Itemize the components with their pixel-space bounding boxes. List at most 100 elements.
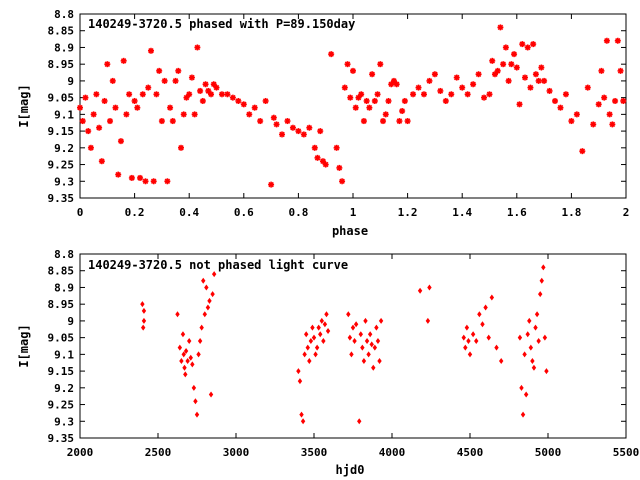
data-point (199, 324, 204, 331)
plot-title: 140249-3720.5 not phased light curve (88, 258, 348, 272)
data-point (115, 171, 122, 178)
data-point (246, 111, 253, 118)
data-point (93, 91, 100, 98)
data-point (311, 144, 318, 151)
data-point (481, 94, 488, 101)
data-point (322, 321, 328, 328)
data-point (517, 334, 523, 341)
data-point (82, 94, 89, 101)
data-point (300, 418, 306, 425)
data-point (336, 164, 343, 171)
data-point (415, 84, 422, 91)
data-point (87, 144, 94, 151)
data-point (533, 324, 538, 331)
plot-title: 140249-3720.5 phased with P=89.150day (88, 17, 355, 31)
data-point (350, 67, 356, 74)
y-tick-label: 9.25 (48, 399, 75, 412)
data-point (393, 81, 400, 88)
data-point (150, 178, 157, 185)
data-point (341, 84, 348, 91)
phased-light-curve-plot: 0 0.2 0.4 0.6 0.8 1 1.2 1.4 1.6 1.8 2 8.8 8.85 8.9 8.9… (17, 8, 629, 238)
data-point (180, 331, 186, 338)
data-point (552, 97, 559, 104)
data-point (190, 361, 195, 368)
data-point (453, 74, 460, 81)
x-tick-label: 4500 (457, 446, 484, 459)
data-point (164, 178, 171, 185)
data-point (178, 144, 185, 151)
points-group (77, 24, 627, 188)
data-point (313, 351, 318, 358)
data-point (475, 71, 482, 78)
data-point (128, 174, 135, 181)
data-point (508, 61, 515, 68)
data-point (131, 97, 138, 104)
data-point (109, 77, 116, 84)
y-tick-label: 9.15 (48, 365, 75, 378)
data-point (273, 121, 280, 128)
data-point (464, 91, 471, 98)
data-point (224, 91, 231, 98)
data-point (524, 44, 531, 51)
data-point (183, 348, 189, 355)
data-point (208, 391, 214, 398)
data-point (141, 307, 147, 314)
data-point (612, 97, 619, 104)
data-point (142, 178, 149, 185)
x-tick-label: 2500 (145, 446, 172, 459)
data-point (573, 111, 580, 118)
data-point (500, 61, 507, 68)
data-point (361, 358, 367, 365)
data-point (85, 128, 92, 135)
data-point (120, 57, 127, 64)
data-point (516, 101, 523, 108)
data-point (328, 51, 335, 58)
data-point (369, 341, 374, 348)
data-point (201, 277, 206, 284)
data-point (410, 91, 417, 98)
y-tick-label: 9.15 (48, 125, 75, 138)
data-point (175, 67, 182, 74)
data-point (519, 384, 524, 391)
data-point (483, 304, 488, 311)
data-point (137, 174, 144, 181)
data-point (378, 317, 384, 324)
data-point (617, 67, 624, 74)
data-point (401, 97, 408, 104)
data-point (380, 118, 387, 125)
data-point (191, 384, 197, 391)
data-point (538, 291, 543, 298)
data-point (513, 64, 520, 71)
y-tick-label: 9.2 (54, 142, 74, 155)
data-point (140, 324, 146, 331)
data-point (96, 124, 103, 131)
y-tick-label: 9.35 (48, 432, 75, 445)
data-point (153, 91, 160, 98)
data-point (316, 324, 321, 331)
data-point (477, 311, 482, 318)
y-tick-label: 8.9 (54, 41, 74, 54)
data-point (229, 94, 236, 101)
data-point (474, 337, 479, 344)
data-point (257, 118, 264, 125)
data-point (199, 97, 206, 104)
data-point (318, 331, 323, 338)
data-point (321, 337, 326, 344)
data-point (486, 91, 493, 98)
data-point (426, 77, 433, 84)
data-point (314, 344, 320, 351)
data-point (202, 311, 207, 318)
data-point (300, 131, 307, 138)
data-point (595, 101, 602, 108)
data-point (161, 77, 168, 84)
data-point (371, 364, 376, 371)
data-point (366, 104, 373, 111)
data-point (268, 181, 275, 188)
data-point (352, 104, 359, 111)
data-point (197, 337, 203, 344)
plot-frame (79, 253, 627, 439)
data-point (186, 91, 193, 98)
data-point (145, 84, 152, 91)
data-point (358, 91, 365, 98)
